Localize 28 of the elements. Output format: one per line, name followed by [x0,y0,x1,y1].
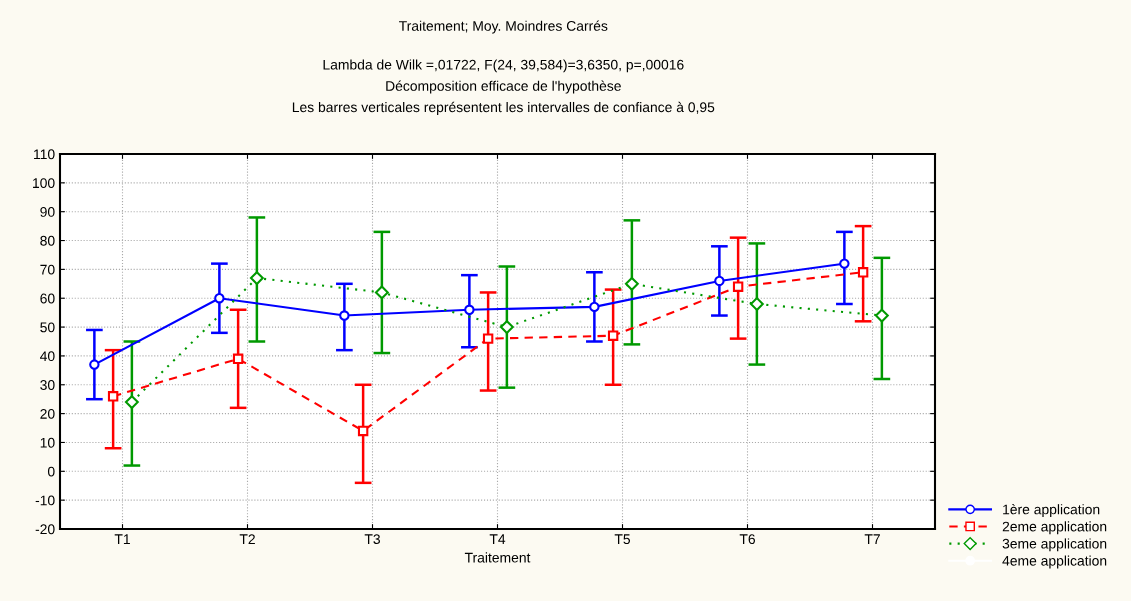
x-tick-label: T5 [614,534,631,545]
y-tick-label: 70 [40,264,55,275]
y-tick-label: 100 [33,178,55,189]
y-tick-label: 110 [34,149,55,160]
legend-label: 3eme application [1002,538,1107,552]
x-tick-label: T3 [364,534,380,545]
x-tick-label: T2 [239,534,255,544]
y-tick-label: 80 [40,235,55,246]
x-axis-title: Traitement [464,552,531,563]
y-tick-label: 10 [40,437,55,448]
y-tick-label: 40 [40,351,55,362]
x-tick-label: T7 [864,534,880,544]
legend-label: 4eme application [1002,555,1107,569]
legend-label: 1ère application [1003,503,1100,518]
y-tick-label: 0 [47,466,55,477]
y-tick-label: 50 [40,322,55,333]
x-tick-label: T1 [114,534,130,544]
y-tick-label: 60 [40,293,55,304]
x-tick-label: T6 [739,534,755,545]
legend-label: 2eme application [1002,521,1107,535]
x-tick-label: T4 [489,534,506,544]
chart-subtitle: Lambda de Wilk =,01722, F(24, 39,584)=3,6350, p=,00016 Décomposition efficace de l'hypothèse Les barres verticales représentent les intervalles de confiance à 0,95 [292,59,715,115]
y-tick-label: -10 [35,495,55,506]
y-tick-label: -20 [35,524,55,535]
y-tick-label: 30 [40,380,55,390]
y-tick-label: 20 [40,408,55,419]
chart-title: Traitement; Moy. Moindres Carrés [399,20,608,34]
y-tick-label: 90 [40,207,55,217]
